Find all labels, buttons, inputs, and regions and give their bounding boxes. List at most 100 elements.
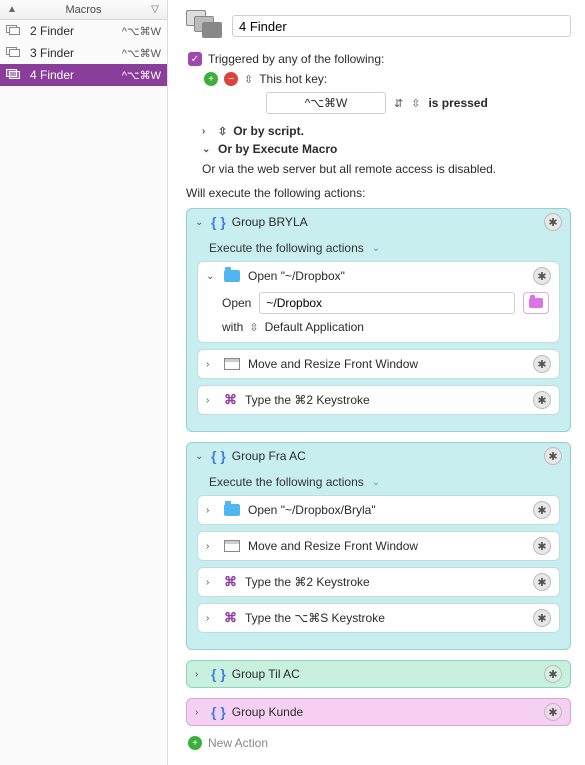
action-card: › ⌘ Type the ⌘2 Keystroke ✱ [197,567,560,597]
chevron-down-icon[interactable]: ⌄ [372,477,380,488]
gear-icon[interactable]: ✱ [544,447,562,465]
macro-item-shortcut: ^⌥⌘W [122,47,161,60]
gear-icon[interactable]: ✱ [533,573,551,591]
gear-icon[interactable]: ✱ [533,537,551,555]
gear-icon[interactable]: ✱ [533,355,551,373]
chevron-right-icon[interactable]: › [202,126,212,137]
gear-icon[interactable]: ✱ [544,703,562,721]
windows-icon [6,69,22,81]
macro-icon [186,10,224,42]
chevron-right-icon[interactable]: › [195,707,205,718]
plus-icon: + [188,736,202,750]
action-group: ⌄ { } Group BRYLA ✱ Execute the followin… [186,208,571,432]
chevron-down-icon[interactable]: ⌄ [195,451,205,462]
folder-icon [224,504,240,516]
hotkey-stepper-icon[interactable]: ⇵ [394,97,403,110]
action-group: › { } Group Kunde ✱ [186,698,571,726]
new-action-button[interactable]: + New Action [188,736,571,750]
action-card: › ⌘ Type the ⌥⌘S Keystroke ✱ [197,603,560,633]
action-label: Type the ⌘2 Keystroke [245,575,525,589]
action-card: › Move and Resize Front Window ✱ [197,349,560,379]
action-label: Move and Resize Front Window [248,539,525,553]
chevron-down-icon[interactable]: ⌄ [206,271,216,282]
group-title: Group Fra AC [232,449,538,463]
action-label: Open "~/Dropbox/Bryla" [248,503,525,517]
or-web-label: Or via the web server but all remote acc… [202,162,571,176]
add-trigger-button[interactable]: + [204,72,218,86]
action-label: Type the ⌥⌘S Keystroke [245,611,525,625]
macro-list-item[interactable]: 2 Finder ^⌥⌘W [0,20,167,42]
open-path-input[interactable] [259,292,515,314]
group-title: Group BRYLA [232,215,538,229]
chevron-right-icon[interactable]: › [206,359,216,370]
chevron-right-icon[interactable]: › [206,577,216,588]
gear-icon[interactable]: ✱ [533,501,551,519]
chevron-right-icon[interactable]: › [206,613,216,624]
pressed-label: is pressed [428,96,487,110]
chevron-down-icon[interactable]: ⌄ [195,217,205,228]
stepper-icon[interactable]: ⇳ [244,73,253,86]
action-card: › Move and Resize Front Window ✱ [197,531,560,561]
sort-desc-icon[interactable]: ▽ [149,4,161,15]
chevron-down-icon[interactable]: ⌄ [372,243,380,254]
script-stepper-icon[interactable]: ⇳ [218,125,227,138]
or-execute-label: Or by Execute Macro [218,142,337,156]
group-sublabel: Execute the following actions [209,241,364,255]
group-title: Group Kunde [232,705,538,719]
chevron-down-icon[interactable]: ⌄ [202,144,212,155]
action-label: Type the ⌘2 Keystroke [245,393,525,407]
action-card: ⌄ Open "~/Dropbox" ✱ Open with ⇳ Default … [197,261,560,343]
command-icon: ⌘ [224,574,237,590]
open-label: Open [222,296,251,310]
or-script-label: Or by script. [233,124,304,138]
windows-icon [6,47,22,59]
folder-icon [529,298,543,308]
gear-icon[interactable]: ✱ [544,665,562,683]
macro-list-item[interactable]: 4 Finder ^⌥⌘W [0,64,167,86]
with-value: Default Application [265,320,364,334]
actions-heading: Will execute the following actions: [186,186,571,200]
macro-list-item[interactable]: 3 Finder ^⌥⌘W [0,42,167,64]
trigger-enabled-checkbox[interactable]: ✓ [188,52,202,66]
macros-sidebar: ▲ Macros ▽ 2 Finder ^⌥⌘W 3 Finder ^⌥⌘W 4… [0,0,168,765]
window-icon [224,358,240,370]
braces-icon: { } [211,704,226,720]
group-title: Group Til AC [232,667,538,681]
with-label: with [222,320,243,334]
gear-icon[interactable]: ✱ [533,267,551,285]
command-icon: ⌘ [224,610,237,626]
macro-item-name: 4 Finder [28,68,116,82]
stepper-icon[interactable]: ⇳ [249,321,258,334]
macro-editor: ✓ Triggered by any of the following: + −… [168,0,585,765]
chevron-right-icon[interactable]: › [195,669,205,680]
chevron-right-icon[interactable]: › [206,505,216,516]
gear-icon[interactable]: ✱ [533,391,551,409]
braces-icon: { } [211,666,226,682]
macro-item-shortcut: ^⌥⌘W [122,25,161,38]
braces-icon: { } [211,448,226,464]
command-icon: ⌘ [224,392,237,408]
action-label: Move and Resize Front Window [248,357,525,371]
chevron-right-icon[interactable]: › [206,541,216,552]
action-group: ⌄ { } Group Fra AC ✱ Execute the followi… [186,442,571,650]
macro-item-name: 3 Finder [28,46,116,60]
remove-trigger-button[interactable]: − [224,72,238,86]
trigger-heading: Triggered by any of the following: [208,52,384,66]
windows-icon [6,25,22,37]
chevron-right-icon[interactable]: › [206,395,216,406]
action-label: Open "~/Dropbox" [248,269,525,283]
choose-folder-button[interactable] [523,292,549,314]
group-sublabel: Execute the following actions [209,475,364,489]
sort-asc-icon[interactable]: ▲ [6,4,18,15]
new-action-label: New Action [208,736,268,750]
braces-icon: { } [211,214,226,230]
macro-name-input[interactable] [232,15,571,37]
sidebar-title: Macros [18,4,149,16]
macro-item-shortcut: ^⌥⌘W [122,69,161,82]
gear-icon[interactable]: ✱ [533,609,551,627]
action-card: › ⌘ Type the ⌘2 Keystroke ✱ [197,385,560,415]
sidebar-header: ▲ Macros ▽ [0,0,167,20]
pressed-stepper-icon[interactable]: ⇳ [411,97,420,110]
gear-icon[interactable]: ✱ [544,213,562,231]
hotkey-input[interactable]: ^⌥⌘W [266,92,386,114]
